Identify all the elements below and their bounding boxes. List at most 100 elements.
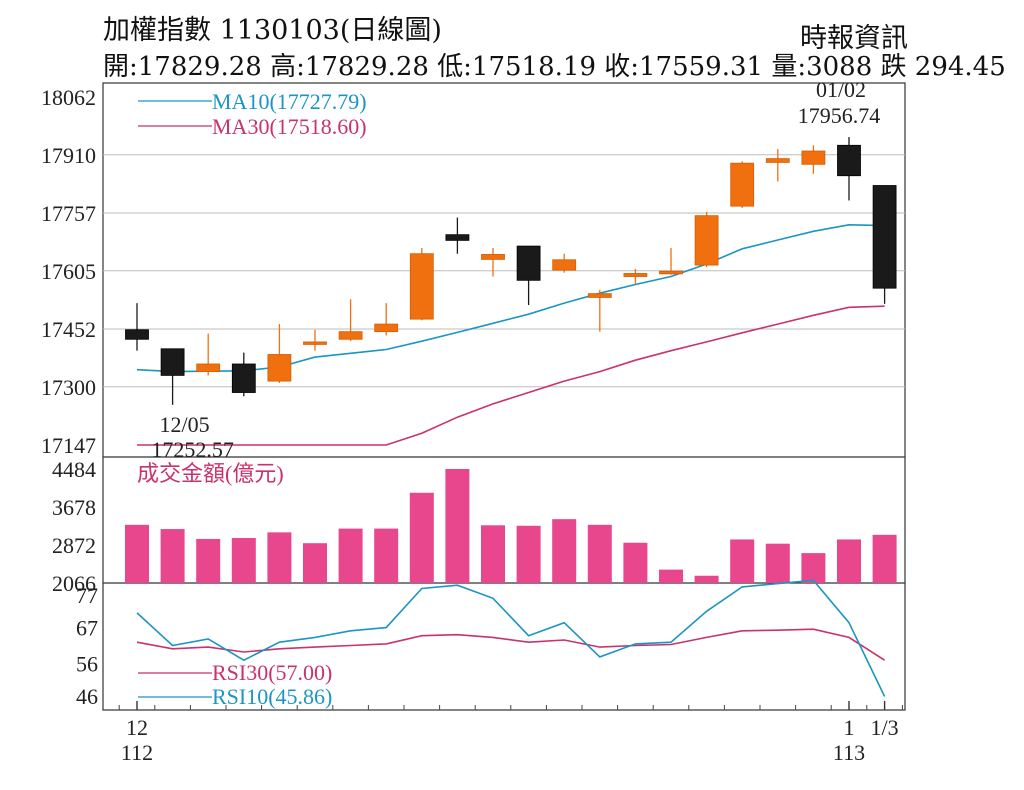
candle-body	[516, 245, 541, 281]
low-annotation-value: 17252.57	[151, 437, 234, 462]
volume-bar	[231, 538, 256, 583]
candle-body	[160, 348, 185, 376]
price-tick-label: 17452	[41, 317, 96, 342]
rsi10-line	[136, 579, 886, 697]
candle	[409, 247, 434, 321]
rsi-tick-label: 46	[76, 684, 98, 709]
price-tick-label: 17147	[41, 433, 96, 458]
candle-body	[659, 270, 683, 275]
x-axis-label: 12	[126, 715, 148, 740]
candle-body	[730, 162, 755, 207]
candle-body	[872, 185, 897, 289]
candle	[837, 137, 861, 201]
candle	[623, 268, 648, 285]
candle	[872, 185, 897, 304]
candle	[481, 247, 505, 277]
volume-bar	[516, 525, 541, 583]
price-tick-label: 17300	[41, 375, 96, 400]
price-tick-label: 18062	[41, 85, 96, 110]
candle	[125, 303, 149, 351]
candle-body	[196, 363, 221, 372]
candle	[445, 217, 470, 254]
x-axis-label: 1	[844, 715, 855, 740]
volume-panel-title: 成交金額(億元)	[137, 461, 284, 486]
candle-body	[231, 363, 256, 393]
x-axis-label: 1/3	[871, 715, 899, 740]
low-annotation-date: 12/05	[160, 412, 210, 437]
candle	[516, 245, 541, 306]
volume-bar	[338, 528, 363, 583]
volume-bar	[837, 539, 861, 583]
volume-bar	[445, 469, 470, 583]
volume-bar	[872, 534, 897, 583]
ma10-legend-label: MA10(17727.79)	[212, 89, 367, 114]
candle	[231, 352, 256, 397]
volume-bar	[659, 569, 683, 583]
volume-bar	[730, 539, 755, 583]
candle-body	[303, 341, 327, 345]
volume-bar	[765, 543, 790, 583]
volume-bar	[694, 575, 719, 583]
x-axis-label: 112	[121, 740, 153, 765]
candle	[587, 289, 612, 332]
volume-tick-label: 3678	[52, 495, 96, 520]
candle	[267, 324, 292, 384]
candle	[552, 253, 577, 273]
volume-bar	[160, 529, 185, 583]
price-tick-label: 17910	[41, 143, 96, 168]
high-annotation-value: 17956.74	[798, 103, 881, 128]
candle-body	[765, 158, 790, 163]
candle	[303, 329, 327, 351]
volume-tick-label: 2066	[52, 571, 96, 596]
candle	[196, 333, 221, 376]
chart-title: 加權指數 1130103(日線圖)	[103, 15, 442, 46]
volume-bar	[409, 492, 434, 583]
candle	[160, 348, 185, 405]
x-axis-label: 113	[833, 740, 865, 765]
volume-tick-label: 4484	[52, 457, 96, 482]
candle-body	[445, 234, 470, 241]
candle	[338, 299, 363, 342]
volume-bar	[374, 528, 399, 583]
candle	[694, 211, 719, 268]
candle-body	[125, 329, 149, 340]
candle-body	[587, 293, 612, 298]
candle-body	[338, 331, 363, 340]
x-axis-ticks	[118, 705, 903, 710]
volume-bar	[587, 524, 612, 583]
candle	[765, 149, 790, 182]
candle	[730, 161, 755, 209]
ohlc-summary: 開:17829.28 高:17829.28 低:17518.19 收:17559…	[103, 52, 1006, 82]
volume-bar	[623, 542, 648, 583]
candle-body	[552, 259, 577, 271]
candle-body	[801, 150, 826, 165]
rsi10-legend-label: RSI10(45.86)	[212, 684, 332, 709]
volume-tick-label: 2872	[52, 533, 96, 558]
ma30-legend-label: MA30(17518.60)	[212, 114, 367, 139]
rsi-tick-label: 56	[76, 651, 98, 676]
volume-bar	[801, 553, 826, 583]
candle-body	[623, 273, 648, 277]
volume-bar	[303, 543, 327, 583]
volume-bar	[196, 538, 221, 583]
volume-bar	[267, 532, 292, 583]
candle-body	[694, 215, 719, 266]
rsi-tick-label: 77	[76, 583, 98, 608]
rsi-tick-label: 67	[76, 616, 98, 641]
volume-bar	[481, 525, 505, 583]
rsi30-legend-label: RSI30(57.00)	[212, 660, 332, 685]
price-tick-label: 17757	[41, 201, 96, 226]
candle-body	[409, 253, 434, 320]
ma10-line	[136, 223, 885, 373]
high-annotation-date: 01/02	[816, 77, 866, 102]
volume-bar	[552, 519, 577, 583]
candle-body	[374, 323, 399, 333]
plot-frame	[102, 82, 906, 711]
candle-body	[837, 144, 861, 177]
candle	[659, 247, 683, 275]
source-label: 時報資訊	[800, 23, 908, 54]
candle	[801, 145, 826, 174]
candle-body	[267, 354, 292, 382]
candle-body	[481, 254, 505, 260]
